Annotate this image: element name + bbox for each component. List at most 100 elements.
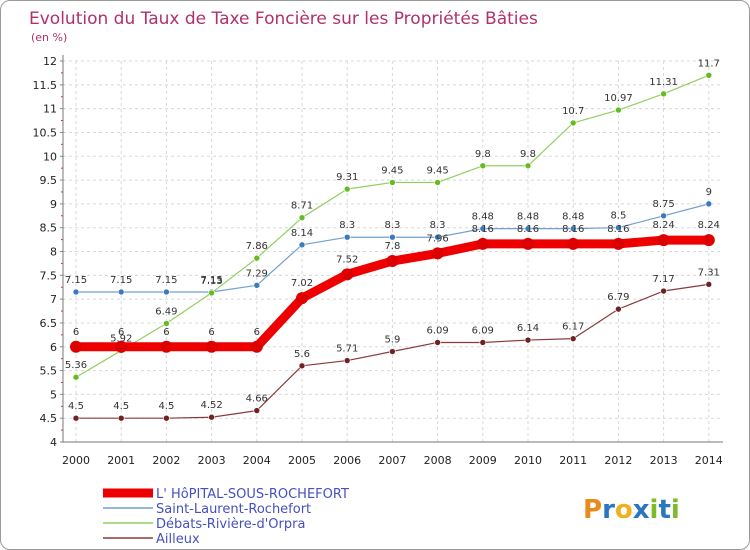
data-label: 6.09 [426,325,448,336]
data-label: 7.13 [200,276,222,287]
data-point [208,413,215,421]
y-tick-label: 7 [50,293,57,306]
data-point [115,340,128,353]
data-label: 7.17 [652,274,674,285]
logo-letter: x [633,495,650,525]
logo-letter: P [583,495,602,525]
data-point [343,185,351,193]
legend-label: Saint-Laurent-Rochefort [156,502,311,517]
data-label: 4.5 [113,401,129,412]
data-point [163,414,170,422]
series-lines [70,71,715,422]
data-point [615,224,622,231]
chart-title: Evolution du Taux de Taxe Foncière sur l… [29,9,538,29]
x-tick-label: 2002 [152,454,180,467]
data-label: 4.5 [68,401,84,412]
logo-letter: r [602,495,615,525]
data-label: 8.24 [652,220,674,231]
data-label: 5.36 [65,360,87,371]
data-point [569,119,577,127]
legend-label: L' HôPITAL-SOUS-ROCHEFORT [156,487,349,502]
legend: L' HôPITAL-SOUS-ROCHEFORTSaint-Laurent-R… [103,487,349,547]
data-point [296,292,308,305]
x-tick-label: 2012 [604,454,632,467]
logo-letter: t [658,495,670,525]
data-point [524,225,532,232]
data-point [615,106,622,114]
data-label: 6 [163,327,169,338]
chart-subtitle: (en %) [31,31,67,44]
data-label: 8.16 [472,224,494,235]
data-label: 8.5 [610,211,626,222]
y-tick-label: 9 [50,198,57,211]
data-point [341,268,354,281]
data-label: 8.48 [517,212,539,223]
data-label: 8.48 [472,212,494,223]
data-labels: 7.15 7.15 7.15 7.15 7.29 8.14 8.3 8.3 8.3 8.48 8.4… [65,58,720,412]
data-point [298,241,306,249]
data-label: 4.66 [246,394,268,405]
y-tick-label: 12 [43,55,57,68]
data-label: 9 [706,187,712,198]
data-label: 5.9 [384,335,400,346]
data-point [117,288,125,296]
data-label: 7.02 [291,278,313,289]
data-label: 5.92 [110,334,132,345]
data-point [434,179,441,186]
data-label: 10.7 [562,106,584,117]
logo-letter: i [650,495,659,525]
data-label: 4.52 [200,400,222,411]
y-tick-label: 4.5 [40,412,58,425]
data-point [163,288,170,296]
data-point [660,90,667,98]
data-point [253,282,261,289]
data-label: 8.16 [562,224,584,235]
data-point [522,237,534,250]
data-label: 6.49 [155,306,177,317]
logo-letter: o [615,495,633,525]
x-tick-label: 2006 [333,454,361,467]
data-label: 8.3 [430,220,446,231]
data-point [160,340,173,353]
x-tick-label: 2001 [107,454,135,467]
data-label: 11.31 [649,77,678,88]
data-point [298,214,306,221]
data-label: 7.15 [110,275,132,286]
data-label: 8.3 [339,220,355,231]
data-label: 11.7 [698,58,720,69]
data-label: 5.71 [336,344,358,355]
data-label: 9.45 [426,165,448,176]
data-point [479,339,487,346]
x-tick-label: 2005 [288,454,316,467]
data-point [569,335,577,342]
data-point [72,414,80,422]
data-label: 7.96 [426,233,448,244]
x-tick-label: 2008 [424,454,452,467]
y-tick-label: 5 [50,388,57,401]
data-label: 4.5 [158,401,174,412]
data-label: 7.8 [384,241,400,252]
data-point [72,373,80,381]
data-label: 7.86 [246,241,268,252]
data-label: 8.48 [562,212,584,223]
data-point [657,234,670,247]
data-point [208,289,215,297]
data-label: 6.14 [517,323,539,334]
data-point [615,305,622,313]
y-tick-label: 7.5 [40,269,58,282]
logo-text: Proxiti [583,495,680,525]
data-point [660,212,667,220]
data-label: 9.8 [475,149,491,160]
y-tick-label: 6.5 [40,317,58,330]
data-point [434,339,441,346]
data-label: 7.15 [200,275,222,286]
y-tick-label: 5.5 [40,365,58,378]
data-label: 8.75 [652,199,674,210]
data-point [70,340,82,353]
proxiti-logo: Proxiti [583,495,680,525]
gridlines [63,60,723,443]
data-point [476,237,489,250]
data-label: 10.97 [604,93,633,104]
x-tick-label: 2004 [243,454,271,467]
data-point [389,233,396,241]
